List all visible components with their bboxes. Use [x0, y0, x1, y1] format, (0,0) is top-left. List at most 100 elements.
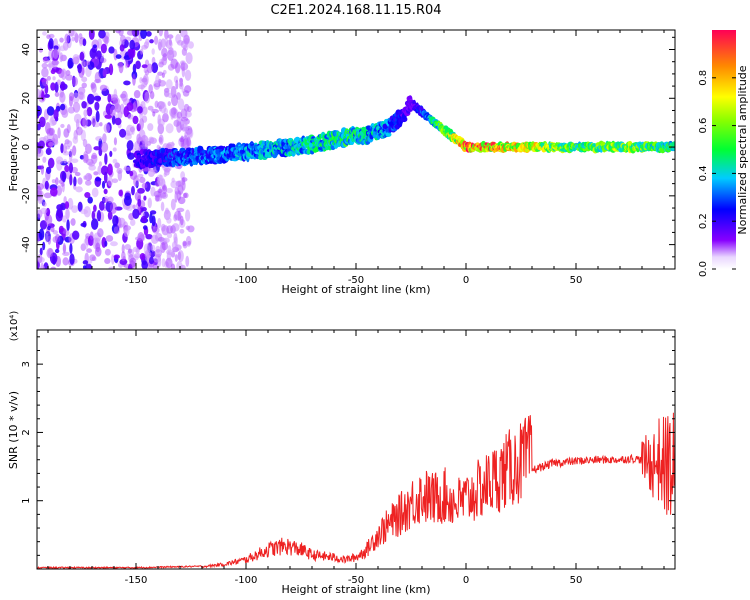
spectrogram-noise-blob [79, 51, 85, 61]
spectrogram-noise-blob [167, 101, 171, 107]
spectrogram-noise-blob [91, 218, 99, 230]
spectrogram-noise-blob [107, 93, 112, 103]
spectrogram-noise-blob [97, 165, 102, 176]
spectrogram-noise-blob [93, 146, 101, 151]
spectrogram-noise-blob [113, 137, 118, 146]
spectrogram-noise-blob [168, 47, 174, 56]
spectrogram-noise-blob [89, 254, 96, 261]
spectrogram-noise-blob [37, 123, 41, 131]
spectrogram-noise-blob [63, 142, 68, 154]
spectrogram-noise-blob [59, 91, 66, 103]
spectrogram-noise-blob [94, 71, 101, 84]
spectrogram-noise-blob [171, 223, 180, 232]
spectrogram-noise-blob [162, 237, 170, 244]
spectrogram-noise-blob [71, 76, 78, 87]
spectrogram-noise-blob [82, 260, 89, 265]
spectrogram-noise-blob [140, 215, 147, 223]
spectrogram-noise-blob [158, 61, 164, 68]
spectrogram-noise-blob [52, 76, 56, 81]
spectrogram-noise-blob [104, 248, 111, 256]
spectrogram-noise-blob [98, 30, 106, 39]
x-tick-label: 50 [570, 275, 583, 286]
spectrogram-noise-blob [64, 164, 70, 173]
spectrogram-noise-blob [132, 208, 140, 219]
spectrogram-noise-blob [127, 152, 135, 160]
spectrogram-noise-blob [61, 171, 66, 183]
spectrogram-noise-blob [91, 210, 96, 221]
spectrogram-noise-blob [158, 134, 164, 145]
spectrogram-noise-blob [55, 177, 59, 186]
spectrogram-noise-blob [69, 148, 73, 158]
spectrogram-noise-blob [186, 106, 192, 112]
x-tick-label: -150 [125, 275, 148, 286]
spectrogram-noise-blob [118, 217, 126, 228]
spectrogram-noise-blob [95, 110, 100, 123]
spectrogram-noise-blob [185, 209, 191, 222]
spectrogram-noise-blob [125, 124, 134, 136]
spectrogram-noise-blob [63, 158, 68, 164]
spectrogram-noise-blob [118, 189, 123, 197]
spectrogram-noise-blob [42, 241, 46, 251]
colorbar-tick-label: 0.0 [698, 261, 709, 277]
spectrogram-noise-blob [60, 182, 65, 187]
spectrogram-noise-blob [135, 60, 141, 70]
spectrogram-noise-blob [85, 179, 92, 186]
spectrogram-noise-blob [108, 63, 114, 76]
spectrogram-noise-blob [149, 91, 155, 100]
colorbar-tick-label: 0.2 [698, 213, 709, 229]
spectrogram-noise-blob [142, 207, 147, 212]
spectrogram-noise-blob [69, 243, 73, 255]
spectrogram-noise-blob [121, 243, 125, 254]
spectrogram-ridge-blob [385, 132, 392, 137]
spectrogram-noise-blob [163, 167, 171, 173]
spectrogram-noise-blob [53, 109, 59, 120]
spectrogram-noise-blob [71, 158, 79, 164]
figure-title: C2E1.2024.168.11.15.R04 [270, 3, 441, 18]
snr-y-label: SNR (10 * v/v) [7, 391, 20, 469]
spectrogram-noise-blob [124, 243, 131, 250]
spectrogram-noise-blob [131, 185, 135, 196]
colorbar-gradient [712, 30, 736, 269]
spectrogram-noise-blob [147, 241, 153, 251]
spectrogram-noise-blob [163, 172, 167, 178]
spectrogram-noise-blob [165, 123, 174, 134]
spectrogram-noise-blob [177, 98, 185, 111]
spectrogram-noise-blob [154, 100, 159, 108]
spectrogram-noise-blob [68, 162, 74, 174]
spectrogram-noise-blob [112, 215, 119, 227]
spectrogram-image [37, 30, 675, 269]
spectrogram-noise-blob [50, 226, 55, 233]
spectrogram-noise-blob [65, 74, 73, 81]
spectrogram-noise-blob [167, 245, 172, 256]
spectrogram-noise-blob [66, 123, 71, 134]
spectrogram-noise-blob [109, 105, 116, 117]
colorbar: 0.0 0.2 0.4 0.6 0.8 Normalized spectral ampl… [698, 30, 749, 277]
spectrogram-noise-blob [128, 49, 135, 59]
spectrogram-noise-blob [48, 48, 54, 61]
spectrogram-noise-blob [185, 235, 192, 247]
spectrogram-noise-blob [152, 260, 158, 269]
spectrogram-noise-blob [91, 116, 97, 126]
spectrogram-noise-blob [38, 116, 46, 128]
spectrogram-noise-blob [144, 249, 152, 259]
spectrogram-noise-blob [170, 108, 174, 120]
spectrogram-noise-blob [139, 253, 146, 261]
spectrogram-noise-blob [45, 166, 52, 175]
spectrogram-noise-blob [147, 168, 155, 178]
spectrogram-noise-blob [66, 140, 73, 148]
snr-frame [36, 329, 676, 570]
spectrogram-noise-blob [115, 30, 122, 34]
spectrogram-noise-blob [54, 248, 60, 254]
spectrogram-noise-blob [113, 226, 119, 234]
spectrogram-noise-blob [123, 166, 132, 171]
spectrogram-noise-blob [142, 138, 148, 151]
spectrogram-noise-blob [139, 176, 146, 184]
snr-x-label: Height of straight line (km) [281, 583, 430, 596]
spectrogram-noise-blob [86, 248, 93, 253]
spectrogram-noise-blob [179, 30, 188, 38]
spectrogram-noise-blob [105, 235, 114, 242]
spectrogram-noise-blob [47, 157, 55, 169]
spectrogram-noise-blob [119, 44, 125, 52]
spectrogram-noise-blob [87, 196, 93, 204]
spectrogram-noise-blob [83, 238, 89, 250]
